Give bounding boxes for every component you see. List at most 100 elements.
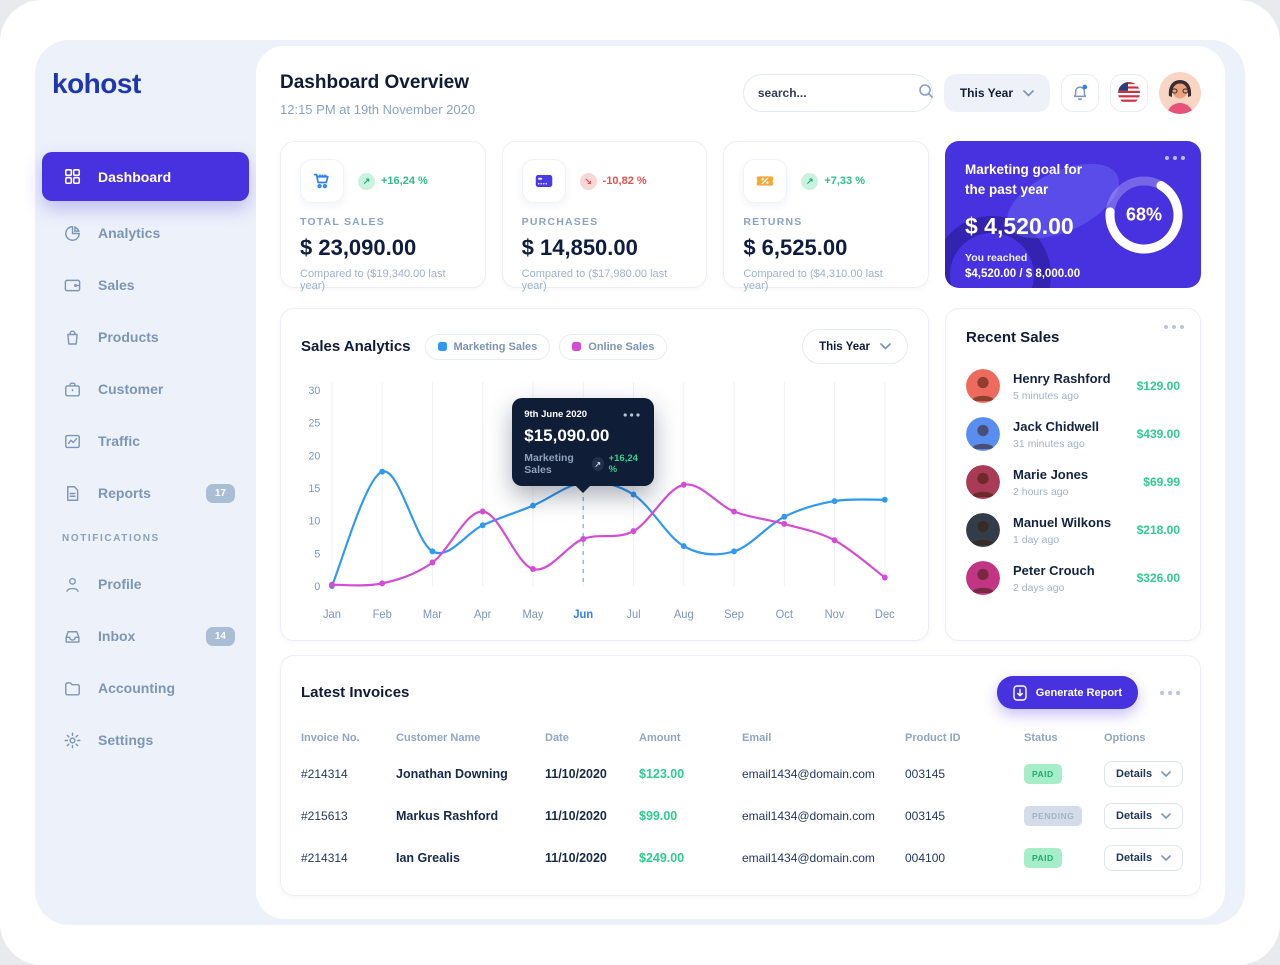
sidebar-item-accounting[interactable]: Accounting: [42, 668, 249, 708]
legend-online-sales[interactable]: Online Sales: [559, 333, 668, 360]
svg-text:Mar: Mar: [423, 609, 442, 621]
sidebar-item-dashboard[interactable]: Dashboard: [42, 152, 249, 201]
stat-label: TOTAL SALES: [300, 216, 385, 228]
svg-text:Aug: Aug: [674, 609, 694, 621]
stat-card-returns: ↗ +7,33 % RETURNS $ 6,525.00 Compared to ($4…: [723, 141, 929, 292]
chart-data-point[interactable]: [630, 491, 637, 498]
stat-value: $ 23,090.00: [300, 235, 417, 260]
status-cell: PAID: [1024, 848, 1104, 868]
chart-data-point[interactable]: [680, 481, 687, 488]
sales-analytics-card: Sales Analytics Marketing Sales Online Sa…: [280, 308, 929, 641]
recent-sales-more-menu[interactable]: [1160, 325, 1184, 329]
svg-text:30: 30: [309, 385, 321, 397]
chart-data-point[interactable]: [530, 502, 536, 509]
goal-value: $ 4,520.00: [965, 213, 1074, 240]
date-cell: 11/10/2020: [545, 809, 607, 823]
options-cell: Details: [1104, 803, 1184, 829]
recent-sale-item[interactable]: Jack Chidwell 31 minutes ago $439.00: [966, 410, 1180, 458]
sale-time: 31 minutes ago: [1013, 437, 1085, 450]
profile-icon: [62, 574, 82, 594]
generate-report-button[interactable]: Generate Report: [996, 676, 1138, 709]
invoices-more-menu[interactable]: [1156, 690, 1180, 695]
stat-compare: Compared to ($19,340.00 last year): [300, 268, 446, 292]
invoice-row[interactable]: #215613 Markus Rashford 11/10/2020 $99.00 em…: [301, 795, 1184, 837]
language-button[interactable]: [1110, 74, 1148, 112]
recent-sale-item[interactable]: Manuel Wilkons 1 day ago $218.00: [966, 506, 1180, 554]
chart-data-point[interactable]: [731, 548, 737, 555]
notifications-button[interactable]: [1061, 74, 1099, 112]
stat-label: PURCHASES: [521, 216, 599, 228]
recent-sale-item[interactable]: Henry Rashford 5 minutes ago $129.00: [966, 362, 1180, 410]
legend-marketing-sales[interactable]: Marketing Sales: [424, 333, 551, 360]
sales-icon: [62, 275, 82, 295]
search-box[interactable]: [742, 74, 934, 112]
search-icon[interactable]: [918, 83, 934, 104]
sidebar-item-customer[interactable]: Customer: [42, 369, 249, 409]
amount-cell: $123.00: [639, 767, 685, 781]
accounting-icon: [62, 678, 82, 698]
sidebar-item-profile[interactable]: Profile: [42, 564, 249, 604]
chart-data-point[interactable]: [781, 520, 788, 527]
reports-count-badge: 17: [205, 483, 235, 503]
invoice-row[interactable]: #214314 Ian Grealis 11/10/2020 $249.00 email…: [301, 837, 1184, 879]
chart-data-point[interactable]: [731, 508, 737, 515]
sidebar-item-label: Products: [98, 329, 159, 345]
period-select-header[interactable]: This Year: [943, 74, 1050, 112]
customer-avatar: [966, 369, 1000, 403]
chart-data-point[interactable]: [680, 543, 687, 550]
recent-sale-item[interactable]: Marie Jones 2 hours ago $69.99: [966, 458, 1180, 506]
invoice-row[interactable]: #214314 Jonathan Downing 11/10/2020 $123.00…: [301, 753, 1184, 795]
sidebar-item-analytics[interactable]: Analytics: [42, 213, 249, 253]
chart-tooltip: 9th June 2020 $15,090.00 Marketing Sales…: [512, 398, 655, 486]
date-cell: 11/10/2020: [545, 767, 607, 781]
sale-amount: $439.00: [1136, 427, 1180, 441]
chart-data-point[interactable]: [831, 537, 838, 544]
sales-analytics-header: Sales Analytics Marketing Sales Online Sa…: [301, 329, 908, 364]
goal-more-menu[interactable]: [1161, 156, 1185, 160]
chart-data-point[interactable]: [329, 581, 335, 588]
sidebar-item-reports[interactable]: Reports 17: [42, 473, 249, 513]
sidebar-item-inbox[interactable]: Inbox 14: [42, 616, 249, 656]
sale-amount: $129.00: [1136, 379, 1180, 393]
column-header-date: Date: [545, 732, 569, 744]
chart-data-point[interactable]: [429, 559, 436, 566]
chart-data-point[interactable]: [580, 535, 587, 542]
chevron-down-icon: [1161, 813, 1171, 819]
chart-data-point[interactable]: [831, 498, 838, 505]
chart-data-point[interactable]: [881, 574, 888, 581]
us-flag-icon: [1118, 82, 1140, 104]
chart-data-point[interactable]: [379, 468, 386, 475]
period-select-chart[interactable]: This Year: [802, 329, 908, 364]
details-dropdown[interactable]: Details: [1104, 803, 1184, 829]
recent-sale-item[interactable]: Peter Crouch 2 days ago $326.00: [966, 554, 1180, 602]
recent-sales-card: Recent Sales Henry Rashford 5 minutes ago…: [945, 308, 1201, 641]
reports-icon: [62, 483, 82, 503]
chart-data-point[interactable]: [881, 496, 888, 503]
chart-data-point[interactable]: [781, 513, 788, 520]
chart-data-point[interactable]: [530, 566, 536, 573]
chart-data-point[interactable]: [479, 522, 486, 529]
goal-progress-ring: [1105, 176, 1183, 253]
search-input[interactable]: [757, 86, 918, 100]
chart-data-point[interactable]: [379, 580, 386, 587]
sidebar-item-traffic[interactable]: Traffic: [42, 421, 249, 461]
chart-data-point[interactable]: [479, 508, 486, 515]
sidebar-item-products[interactable]: Products: [42, 317, 249, 357]
details-dropdown[interactable]: Details: [1104, 845, 1184, 871]
header-controls: This Year: [742, 72, 1201, 114]
chart-data-point[interactable]: [630, 528, 637, 535]
sidebar-item-sales[interactable]: Sales: [42, 265, 249, 305]
ticket-icon: [743, 159, 788, 203]
sale-amount: $326.00: [1136, 571, 1180, 585]
sidebar-item-settings[interactable]: Settings: [42, 720, 249, 760]
details-dropdown[interactable]: Details: [1104, 761, 1184, 787]
tooltip-more-menu[interactable]: [621, 412, 640, 417]
sales-analytics-title: Sales Analytics: [301, 338, 411, 355]
options-cell: Details: [1104, 845, 1184, 871]
page-subtitle: 12:15 PM at 19th November 2020: [280, 102, 476, 117]
sidebar-item-label: Customer: [98, 381, 164, 397]
chart-data-point[interactable]: [429, 548, 436, 555]
user-avatar[interactable]: [1159, 72, 1201, 114]
email-cell: email1434@domain.com: [742, 767, 875, 781]
